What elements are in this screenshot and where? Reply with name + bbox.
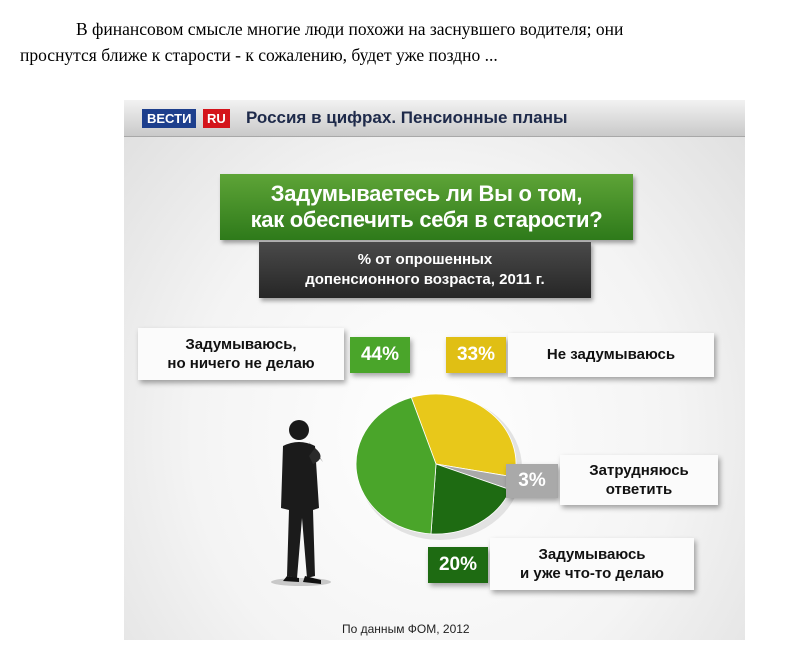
thinking-man-figure bbox=[271, 420, 331, 586]
chart-title-line-2: как обеспечить себя в старости? bbox=[250, 207, 603, 232]
pie-slice-think-do-nothing bbox=[355, 396, 437, 535]
infographic-header-bar: ВЕСТИ RU Россия в цифрах. Пенсионные пла… bbox=[124, 100, 745, 137]
header-title: Россия в цифрах. Пенсионные планы bbox=[246, 108, 568, 127]
value-44: 44% bbox=[350, 337, 410, 373]
infographic-panel: ВЕСТИ RU Россия в цифрах. Пенсионные пла… bbox=[124, 100, 745, 640]
label-hard-to-answer: Затрудняюсь ответить bbox=[560, 455, 718, 505]
label-dont-think: Не задумываюсь bbox=[508, 333, 714, 377]
question-box: Задумываетесь ли Вы о том, как обеспечит… bbox=[220, 174, 633, 240]
vesti-logo: ВЕСТИ bbox=[142, 109, 197, 128]
pie-slice-dont-think bbox=[410, 393, 517, 478]
label-think-and-do: Задумываюсь и уже что-то делаю bbox=[490, 538, 694, 590]
chart-subtitle-line-2: допенсионного возраста, 2011 г. bbox=[305, 271, 545, 288]
chart-source: По данным ФОМ, 2012 bbox=[342, 622, 470, 636]
label-think-do-nothing: Задумываюсь, но ничего не делаю bbox=[138, 328, 344, 380]
label-think-and-do-line-2: и уже что-то делаю bbox=[520, 565, 664, 582]
chart-title-line-1: Задумываетесь ли Вы о том, bbox=[270, 181, 583, 206]
chart-subtitle-line-1: % от опрошенных bbox=[357, 251, 493, 268]
label-think-do-nothing-line-2: но ничего не делаю bbox=[167, 355, 315, 372]
label-hard-to-answer-line-1: Затрудняюсь bbox=[589, 462, 689, 479]
subtitle-box: % от опрошенных допенсионного возраста, … bbox=[259, 242, 591, 298]
intro-paragraph: В финансовом смысле многие люди похожи н… bbox=[20, 16, 785, 68]
label-think-do-nothing-line-1: Задумываюсь, bbox=[185, 336, 297, 353]
value-20: 20% bbox=[428, 547, 488, 583]
pie-chart bbox=[355, 393, 522, 540]
label-hard-to-answer-line-2: ответить bbox=[605, 481, 673, 498]
intro-line-1: В финансовом смысле многие люди похожи н… bbox=[76, 19, 624, 39]
value-33: 33% bbox=[446, 337, 506, 373]
value-3: 3% bbox=[506, 464, 558, 498]
intro-line-2: проснутся ближе к старости - к сожалению… bbox=[20, 45, 498, 65]
ru-logo: RU bbox=[203, 109, 230, 128]
label-think-and-do-line-1: Задумываюсь bbox=[538, 546, 646, 563]
